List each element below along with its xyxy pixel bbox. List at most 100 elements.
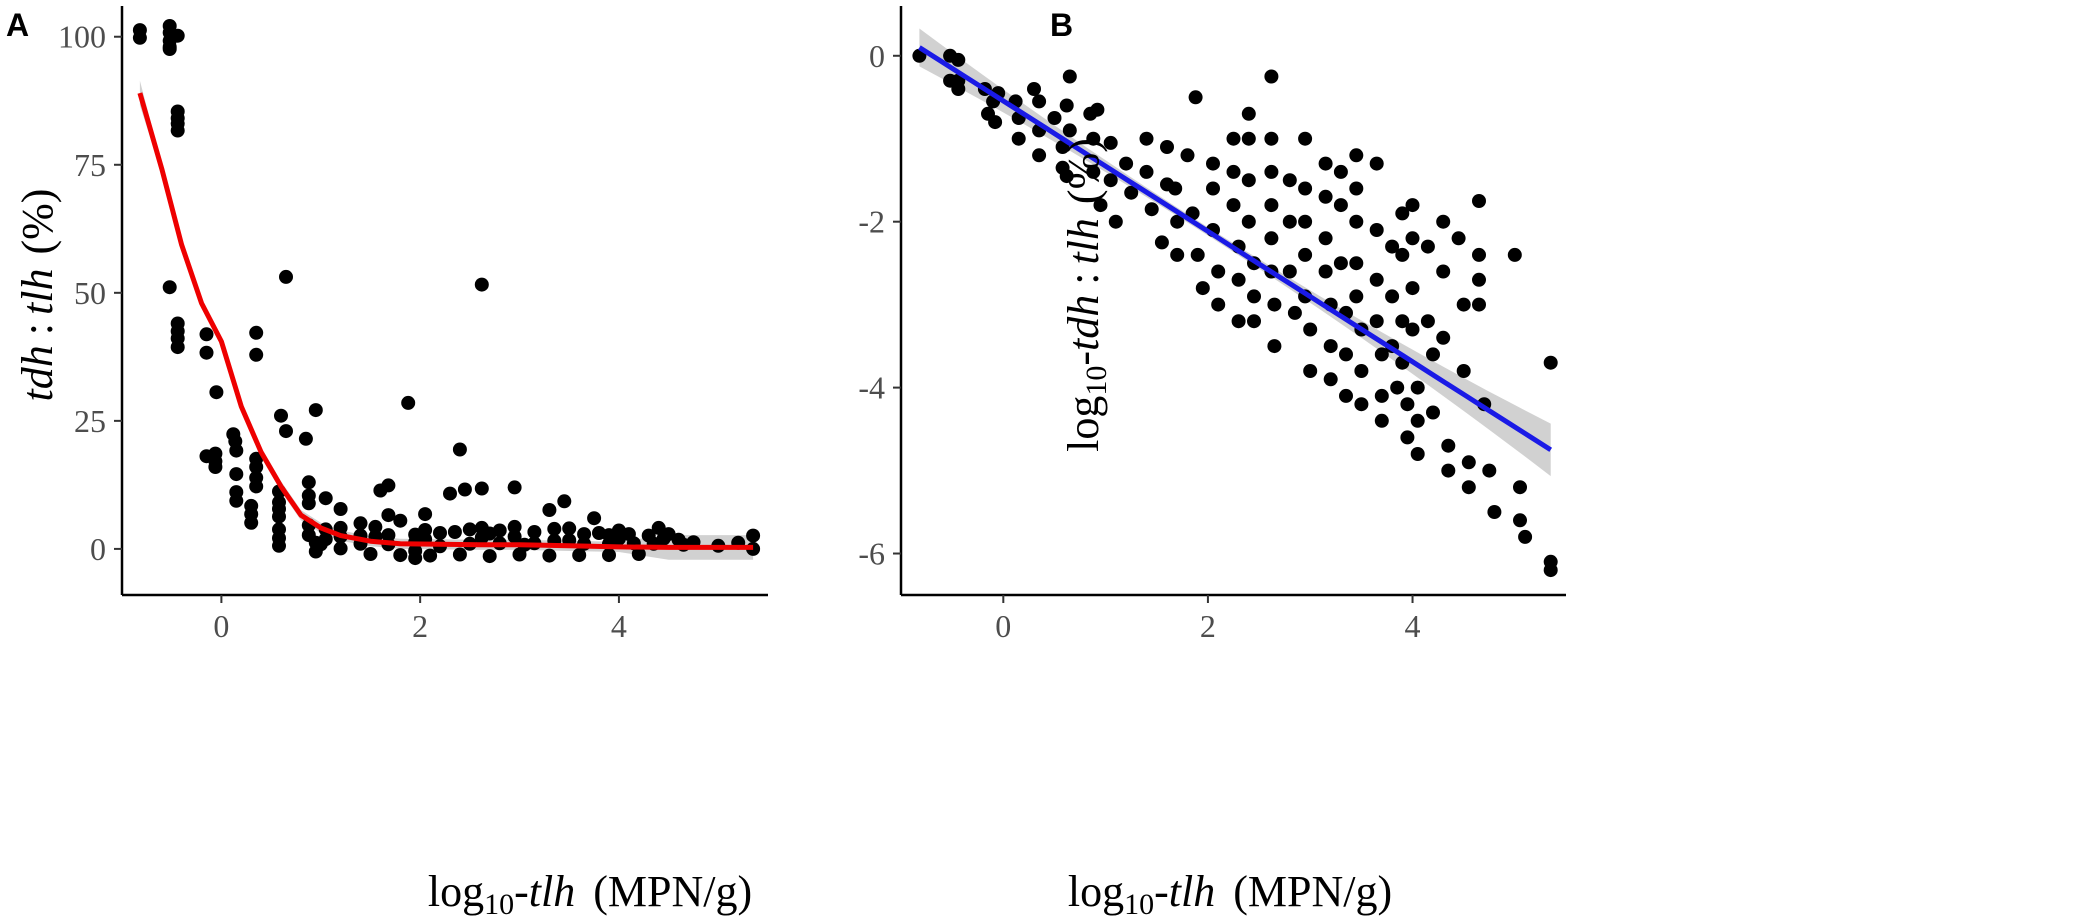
data-point [333,502,348,516]
data-point [368,519,383,534]
y-tick-label: 0 [90,531,106,567]
data-point [1298,214,1313,229]
data-point [557,494,572,509]
y-tick-label: 0 [869,38,885,74]
data-point [1456,297,1471,312]
data-point [1513,513,1527,528]
data-point [1303,364,1318,378]
data-point [1298,131,1313,146]
data-point [1032,148,1047,163]
data-point [244,515,259,530]
data-point [1206,156,1220,171]
data-point [249,325,264,340]
data-point [951,52,966,67]
panel-b-x-axis-title: log10-tlh (MPN/g) [1068,867,1392,921]
x-tick-label: 4 [1405,608,1421,644]
data-point [1011,131,1026,146]
data-point [507,480,522,495]
data-point [457,482,472,497]
fit-line [137,92,754,550]
panel-a-points [132,19,761,566]
data-point [547,521,562,536]
panel-b-x-ticks: 0 2 4 [995,595,1421,644]
data-point [170,340,185,355]
data-point [249,460,264,474]
data-point [1059,98,1074,113]
y-tick-label: 50 [74,275,106,311]
data-point [1436,214,1451,229]
data-point [1513,480,1527,495]
data-point [1354,397,1369,412]
data-point [1231,314,1246,329]
data-point [1139,164,1154,179]
data-point [1241,131,1256,146]
data-point [1323,372,1338,387]
data-point [587,511,602,526]
data-point [1226,164,1241,179]
data-point [1410,447,1425,461]
data-point [1420,314,1435,329]
data-point [1180,148,1195,163]
data-point [301,475,316,490]
data-point [1349,289,1364,304]
data-point [1436,330,1451,345]
panel-b: B 0 -2 -4 -6 0 2 4 log10-tlh (MPN/g) log10-tdh… [858,6,1566,921]
data-point [527,525,542,539]
data-point [1247,289,1261,304]
data-point [170,123,185,138]
data-point [393,513,408,528]
data-point [452,442,467,457]
data-point [474,481,489,496]
data-point [279,424,293,439]
data-point [1267,297,1282,312]
data-point [1349,181,1364,196]
data-point [1211,297,1226,312]
data-point [1119,156,1134,171]
data-point [433,526,447,540]
panel-a-y-axis-title: tdh:tlh(%) [13,189,62,402]
data-point [1441,463,1456,478]
data-point [1472,194,1486,208]
data-point [746,528,761,543]
data-point [229,493,244,508]
data-point [1400,397,1415,412]
data-point [1264,69,1279,84]
data-point [474,277,489,292]
data-point [1190,247,1205,262]
data-point [1206,181,1220,196]
data-point [1287,305,1302,320]
data-point [162,42,177,56]
data-point [542,548,557,563]
y-tick-label: -6 [858,536,885,572]
data-point [1507,247,1522,262]
data-point [1282,214,1297,229]
data-point [1441,438,1456,453]
data-point [1264,164,1279,179]
data-point [1241,214,1256,229]
data-point [1093,198,1108,213]
y-tick-label: 100 [58,19,106,55]
data-point [1027,82,1041,96]
data-point [631,547,646,561]
data-point [208,460,223,474]
data-point [1436,264,1451,279]
data-point [162,280,177,295]
data-point [1188,90,1203,105]
data-point [170,28,185,43]
panel-a-x-axis-title: log10-tlh (MPN/g) [428,867,752,921]
data-point [1282,264,1297,279]
data-point [1369,314,1384,329]
data-point [229,443,244,458]
x-tick-label: 4 [611,608,627,644]
data-point [1456,364,1471,378]
panel-b-points [912,48,1558,578]
data-point [512,547,527,562]
data-point [1374,413,1389,428]
data-point [1405,322,1420,337]
data-point [1241,106,1256,121]
panel-b-axes [899,6,1566,597]
data-point [199,327,214,342]
panel-a-x-ticks: 0 2 4 [213,595,627,644]
data-point [279,269,293,284]
data-point [1405,281,1420,296]
